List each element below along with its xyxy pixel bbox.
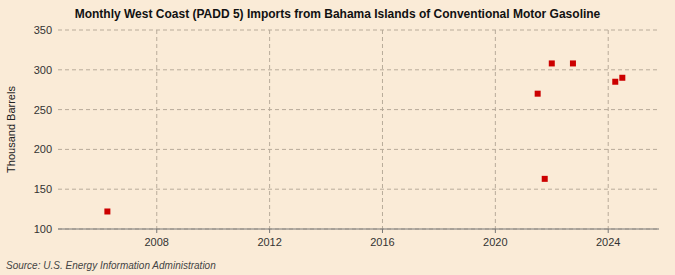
x-tick [156, 229, 157, 233]
chart-container: 2008 2012 2016 2020 2024 100 150 200 250 300 350 Th… [0, 0, 675, 275]
y-tick-label: 100 [34, 223, 52, 235]
y-axis-label: Thousand Barrels [5, 86, 17, 173]
x-grid-line [608, 30, 609, 229]
x-tick-label: 2008 [145, 236, 169, 248]
y-grid-line [58, 69, 659, 70]
y-grid-line [58, 229, 659, 230]
x-grid-line [269, 30, 270, 229]
x-grid-line [495, 30, 496, 229]
y-grid-line [58, 189, 659, 190]
x-tick-label: 2012 [257, 236, 281, 248]
x-tick-label: 2020 [483, 236, 507, 248]
x-tick [608, 229, 609, 233]
x-axis-line [58, 229, 659, 230]
x-tick [495, 229, 496, 233]
x-grid-line [382, 30, 383, 229]
point [542, 176, 548, 182]
x-tick-label: 2024 [596, 236, 620, 248]
x-grid-line [156, 30, 157, 229]
y-grid-line [58, 109, 659, 110]
chart-svg: 2008 2012 2016 2020 2024 100 150 200 250 300 350 Th… [0, 0, 675, 275]
point [619, 75, 625, 81]
x-tick [269, 229, 270, 233]
y-grid-line [58, 30, 659, 31]
x-tick-label: 2016 [370, 236, 394, 248]
x-tick [382, 229, 383, 233]
point [612, 79, 618, 85]
background [0, 0, 675, 275]
point [570, 60, 576, 66]
title: Monthly West Coast (PADD 5) Imports from… [75, 7, 601, 21]
point [549, 60, 555, 66]
axes: 2008 2012 2016 2020 2024 100 150 200 250 300 350 [34, 24, 621, 248]
y-tick-label: 250 [34, 104, 52, 116]
grid [58, 30, 659, 229]
y-tick-label: 300 [34, 64, 52, 76]
point [104, 208, 110, 214]
points [104, 60, 625, 214]
y-tick-label: 150 [34, 183, 52, 195]
y-tick-label: 350 [34, 24, 52, 36]
y-grid-line [58, 149, 659, 150]
source-note: Source: U.S. Energy Information Administ… [6, 260, 216, 271]
y-tick-label: 200 [34, 143, 52, 155]
point [535, 91, 541, 97]
